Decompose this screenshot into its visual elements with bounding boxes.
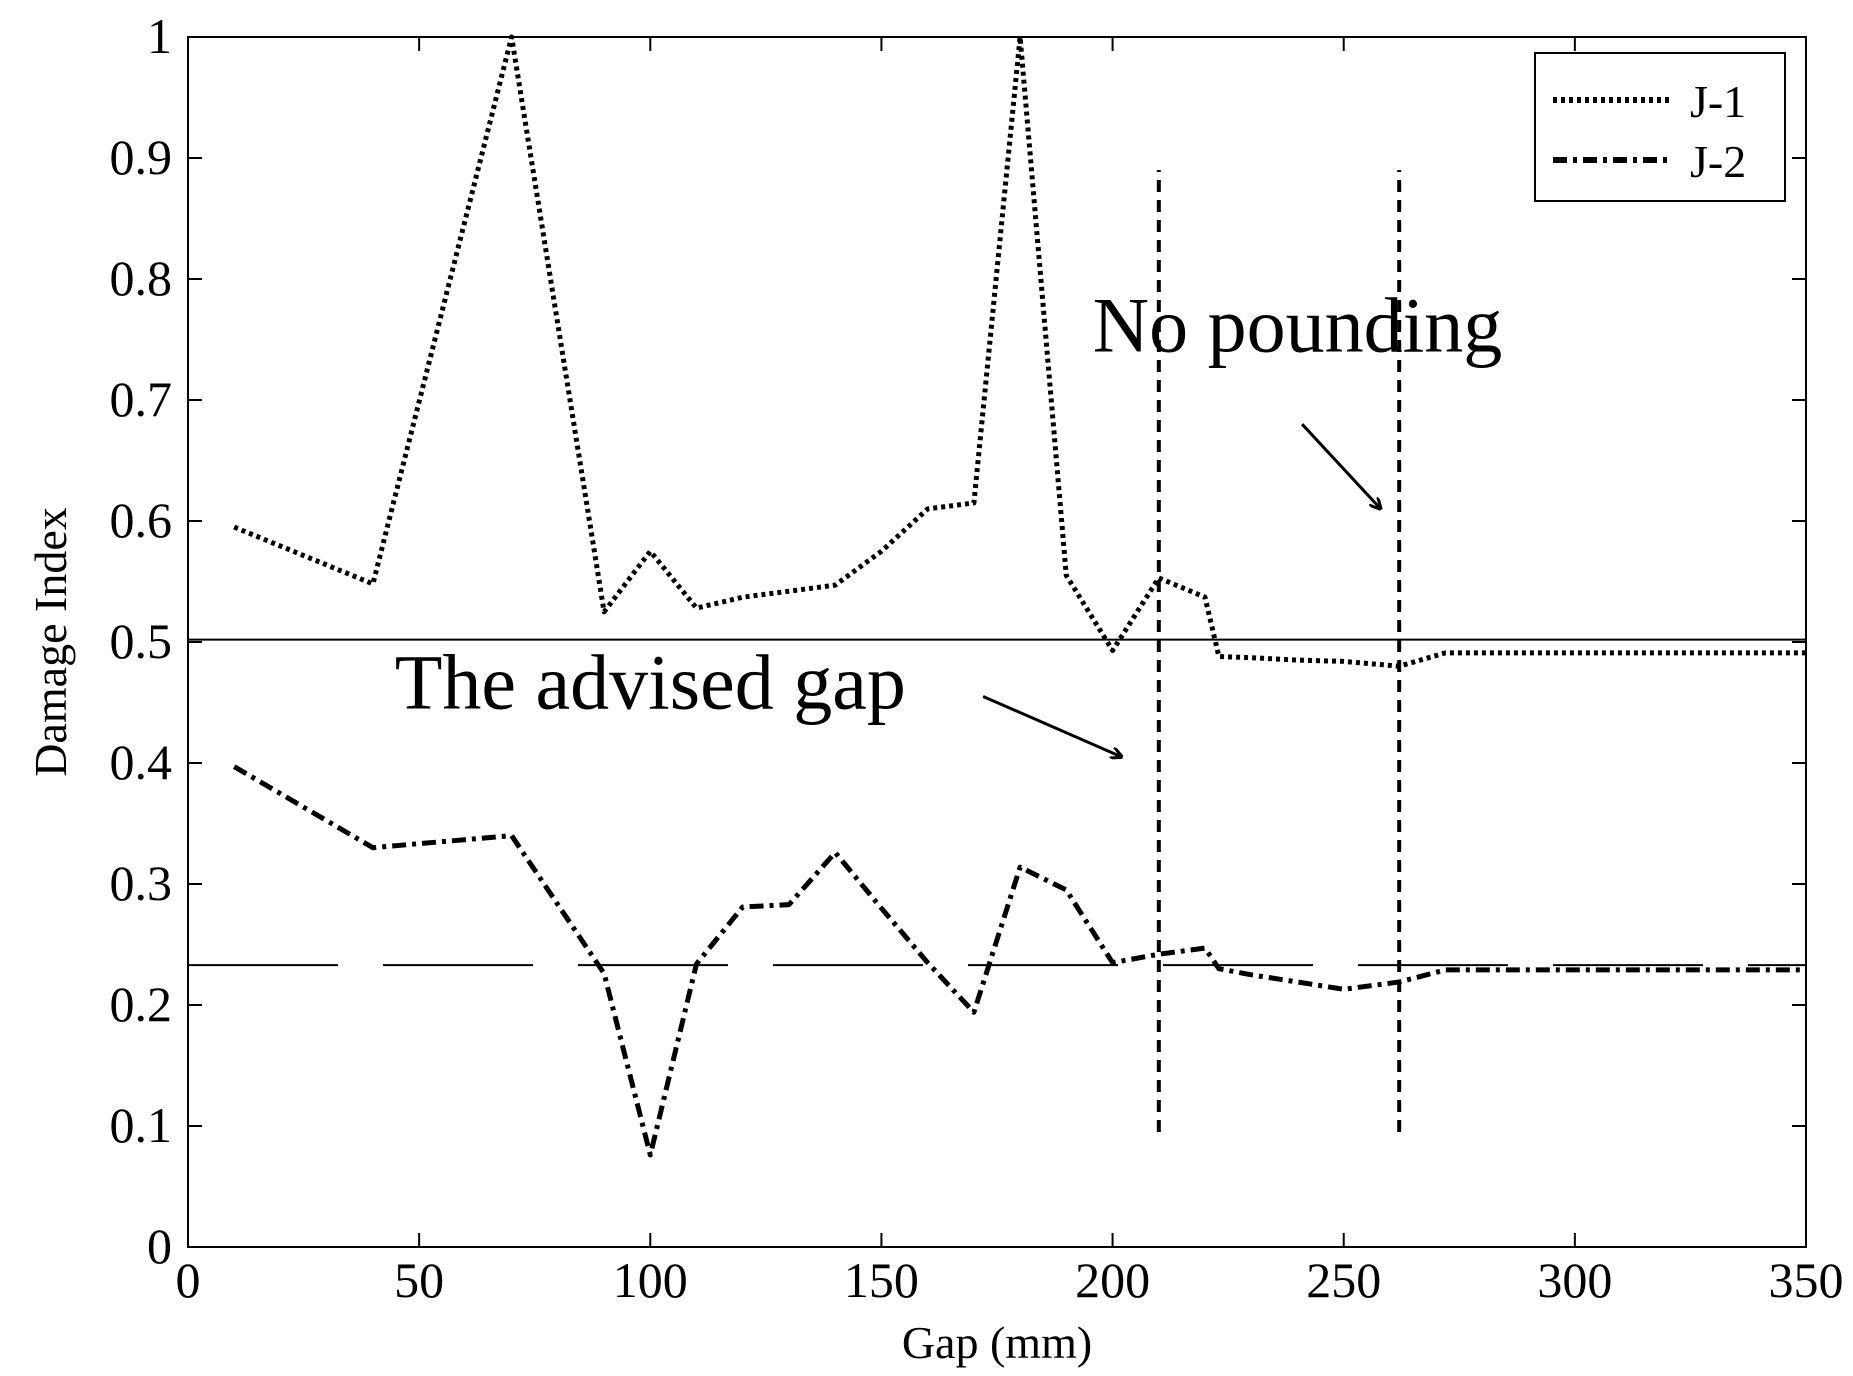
y-tick-label: 0.3 (110, 855, 173, 911)
y-tick-label: 1 (147, 8, 172, 64)
y-tick-label: 0.1 (110, 1097, 173, 1153)
annotations: No pounding The advised gap (395, 282, 1503, 757)
legend: J-1 J-2 (1534, 52, 1786, 202)
annotation-advised-gap: The advised gap (395, 639, 906, 726)
series-lines (232, 34, 1806, 1158)
y-tick-label: 0.6 (110, 492, 173, 548)
x-tick-label: 50 (394, 1252, 444, 1308)
y-tick-label: 0.2 (110, 976, 173, 1032)
annotation-no-pounding: No pounding (1093, 282, 1503, 369)
y-axis-title: Damage Index (25, 507, 76, 777)
legend-box (1534, 52, 1786, 202)
y-tick-label: 0 (147, 1218, 172, 1274)
legend-label-j2: J-2 (1690, 136, 1746, 187)
plot-area (187, 36, 1807, 1248)
series-line-j-2 (232, 764, 1806, 1158)
y-tick-label: 0.5 (110, 613, 173, 669)
x-tick-label: 250 (1306, 1252, 1381, 1308)
y-tick-label: 0.7 (110, 371, 173, 427)
x-axis-title: Gap (mm) (902, 1317, 1092, 1368)
annotation-arrow-no-pounding (1301, 423, 1381, 509)
axis-ticks: 0 50 100 150 200 250 300 350 0 0.1 0.2 0.3 0.4 0.5 0.6… (110, 8, 1844, 1308)
reference-lines (188, 170, 1806, 1133)
annotation-arrow-advised-gap (982, 695, 1122, 757)
x-tick-label: 350 (1769, 1252, 1844, 1308)
series-line-j-1 (233, 34, 1806, 669)
x-tick-label: 300 (1537, 1252, 1612, 1308)
x-tick-label: 200 (1075, 1252, 1150, 1308)
y-tick-label: 0.4 (110, 734, 173, 790)
x-tick-label: 100 (613, 1252, 688, 1308)
x-tick-label: 150 (844, 1252, 919, 1308)
legend-label-j1: J-1 (1690, 76, 1746, 127)
y-tick-label: 0.9 (110, 129, 173, 185)
y-tick-label: 0.8 (110, 250, 173, 306)
x-tick-label: 0 (176, 1252, 201, 1308)
